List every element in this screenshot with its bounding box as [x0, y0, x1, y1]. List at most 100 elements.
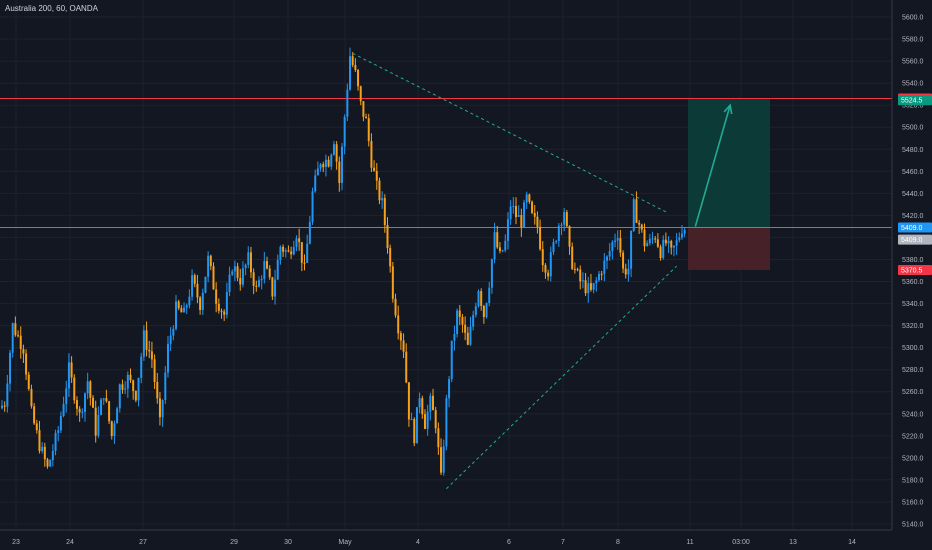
candle-body — [359, 86, 362, 102]
candle-body — [177, 301, 180, 309]
candle-body — [276, 259, 279, 280]
candle-body — [426, 411, 429, 429]
candle-body — [97, 414, 100, 436]
candle-body — [70, 362, 73, 378]
candle-body — [46, 459, 49, 467]
x-tick-label: 13 — [789, 539, 797, 546]
candle-body — [654, 238, 657, 240]
candle-body — [496, 232, 499, 248]
candle-body — [482, 305, 485, 318]
candle-body — [247, 252, 250, 265]
candle-body — [622, 252, 625, 269]
candle-body — [670, 240, 673, 248]
candle-body — [349, 56, 352, 90]
candle-body — [391, 266, 394, 299]
candle-body — [423, 414, 426, 429]
candle-body — [148, 349, 151, 352]
candle-body — [589, 283, 592, 290]
x-tick-label: 03:00 — [732, 539, 750, 546]
candle-body — [19, 335, 22, 350]
y-tick-label: 5600.0 — [902, 15, 924, 22]
candle-body — [266, 261, 269, 269]
candle-body — [595, 280, 598, 284]
candle-body — [461, 316, 464, 325]
candle-body — [30, 389, 33, 407]
candle-body — [319, 164, 322, 169]
candle-body — [662, 239, 665, 258]
trendline — [446, 265, 677, 490]
y-tick-label: 5260.0 — [902, 389, 924, 396]
candle-body — [635, 199, 638, 223]
candle-body — [335, 144, 338, 162]
candle-body — [651, 238, 654, 240]
trendline — [352, 52, 669, 214]
candle-body — [458, 310, 461, 317]
y-tick-label: 5300.0 — [902, 345, 924, 352]
candle-body — [528, 194, 531, 202]
candle-body — [105, 398, 108, 402]
candle-body — [504, 240, 507, 251]
candle-body — [450, 340, 453, 380]
candle-body — [405, 351, 408, 383]
candle-body — [469, 326, 472, 345]
y-tick-label: 5380.0 — [902, 257, 924, 264]
candle-body — [659, 246, 662, 258]
candle-body — [592, 283, 595, 290]
candle-body — [3, 405, 6, 407]
candle-body — [498, 247, 501, 251]
candle-body — [557, 225, 560, 242]
candle-body — [381, 198, 384, 201]
candle-body — [520, 214, 523, 228]
candle-body — [324, 159, 327, 168]
candle-body — [509, 206, 512, 220]
y-tick-label: 5160.0 — [902, 499, 924, 506]
candle-body — [89, 381, 92, 398]
candle-body — [624, 268, 627, 275]
candle-body — [6, 383, 9, 407]
candle-body — [485, 303, 488, 318]
candle-body — [646, 243, 649, 247]
candle-body — [257, 280, 260, 287]
candle-body — [573, 268, 576, 270]
candle-body — [78, 408, 81, 413]
candle-body — [453, 333, 456, 341]
candle-body — [158, 398, 161, 418]
candle-body — [402, 340, 405, 352]
candle-body — [220, 310, 223, 312]
candle-body — [263, 261, 266, 279]
candle-body — [241, 268, 244, 285]
price-label: 5524.5 — [901, 98, 923, 105]
candle-body — [308, 222, 311, 244]
candle-body — [549, 252, 552, 277]
candle-body — [330, 154, 333, 167]
price-label: 5370.5 — [901, 267, 923, 274]
candle-body — [316, 168, 319, 176]
candle-body — [175, 301, 178, 329]
x-tick-label: 8 — [616, 539, 620, 546]
x-tick-label: 30 — [284, 539, 292, 546]
y-tick-label: 5140.0 — [902, 522, 924, 529]
x-tick-label: 24 — [66, 539, 74, 546]
candle-body — [284, 250, 287, 252]
chart-title: Australia 200, 60, OANDA — [5, 4, 98, 13]
x-tick-label: 6 — [507, 539, 511, 546]
candle-body — [33, 406, 36, 424]
candle-body — [43, 446, 46, 460]
candle-body — [17, 335, 20, 337]
y-tick-label: 5420.0 — [902, 213, 924, 220]
y-tick-label: 5320.0 — [902, 323, 924, 330]
candle-body — [169, 335, 172, 344]
candle-body — [228, 274, 231, 293]
candle-body — [204, 276, 207, 293]
candle-body — [606, 256, 609, 261]
y-tick-label: 5340.0 — [902, 301, 924, 308]
candle-body — [255, 285, 258, 287]
candle-body — [65, 388, 68, 405]
price-label-bg — [898, 95, 932, 106]
candle-body — [290, 251, 293, 255]
x-tick-label: May — [338, 539, 352, 546]
candle-body — [51, 450, 54, 461]
candle-body — [656, 239, 659, 247]
